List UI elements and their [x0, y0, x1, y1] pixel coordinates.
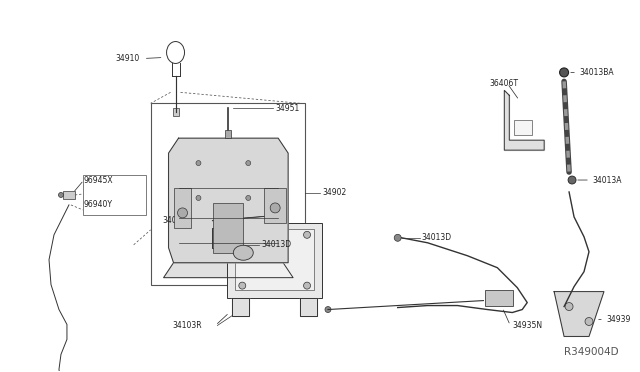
- Ellipse shape: [325, 307, 331, 312]
- Ellipse shape: [227, 242, 232, 248]
- Ellipse shape: [239, 282, 246, 289]
- Ellipse shape: [196, 195, 201, 201]
- Ellipse shape: [270, 203, 280, 213]
- Ellipse shape: [246, 195, 251, 201]
- Ellipse shape: [559, 68, 568, 77]
- Ellipse shape: [565, 302, 573, 311]
- Text: 34103R: 34103R: [173, 321, 202, 330]
- Text: 34013B: 34013B: [163, 217, 192, 225]
- Ellipse shape: [585, 318, 593, 326]
- Ellipse shape: [239, 231, 246, 238]
- Ellipse shape: [246, 161, 251, 166]
- Polygon shape: [554, 292, 604, 336]
- Bar: [227, 223, 322, 298]
- Bar: [264, 188, 286, 223]
- Bar: [515, 120, 532, 135]
- Polygon shape: [164, 263, 293, 278]
- Text: 34013A: 34013A: [592, 176, 621, 185]
- Polygon shape: [504, 90, 544, 150]
- Ellipse shape: [269, 212, 276, 219]
- Text: R349004D: R349004D: [564, 347, 619, 357]
- Bar: [83, 175, 146, 215]
- Bar: [63, 191, 75, 199]
- Ellipse shape: [568, 176, 576, 184]
- Ellipse shape: [303, 282, 310, 289]
- Ellipse shape: [177, 208, 188, 218]
- Text: 34013D: 34013D: [422, 233, 452, 242]
- Ellipse shape: [196, 161, 201, 166]
- Text: 34013D: 34013D: [261, 240, 291, 249]
- Polygon shape: [168, 138, 288, 263]
- Ellipse shape: [394, 234, 401, 241]
- Text: 34013BA: 34013BA: [579, 68, 614, 77]
- Polygon shape: [300, 298, 317, 315]
- Ellipse shape: [303, 231, 310, 238]
- Text: 34939: 34939: [606, 315, 630, 324]
- Bar: [225, 130, 231, 138]
- Polygon shape: [232, 298, 249, 315]
- Polygon shape: [212, 228, 227, 248]
- Text: 96940Y: 96940Y: [84, 201, 113, 209]
- Bar: [173, 108, 179, 116]
- Text: 96945X: 96945X: [84, 176, 113, 185]
- Bar: [236, 229, 314, 290]
- Bar: [213, 203, 243, 253]
- Bar: [150, 103, 305, 285]
- Bar: [485, 290, 513, 305]
- Ellipse shape: [234, 245, 253, 260]
- Text: 34910: 34910: [116, 54, 140, 63]
- Text: 34902: 34902: [322, 189, 346, 198]
- Bar: [173, 188, 191, 228]
- Text: 36406T: 36406T: [490, 79, 518, 88]
- Ellipse shape: [58, 192, 63, 198]
- Text: 34951: 34951: [275, 104, 300, 113]
- Text: 34935N: 34935N: [512, 321, 543, 330]
